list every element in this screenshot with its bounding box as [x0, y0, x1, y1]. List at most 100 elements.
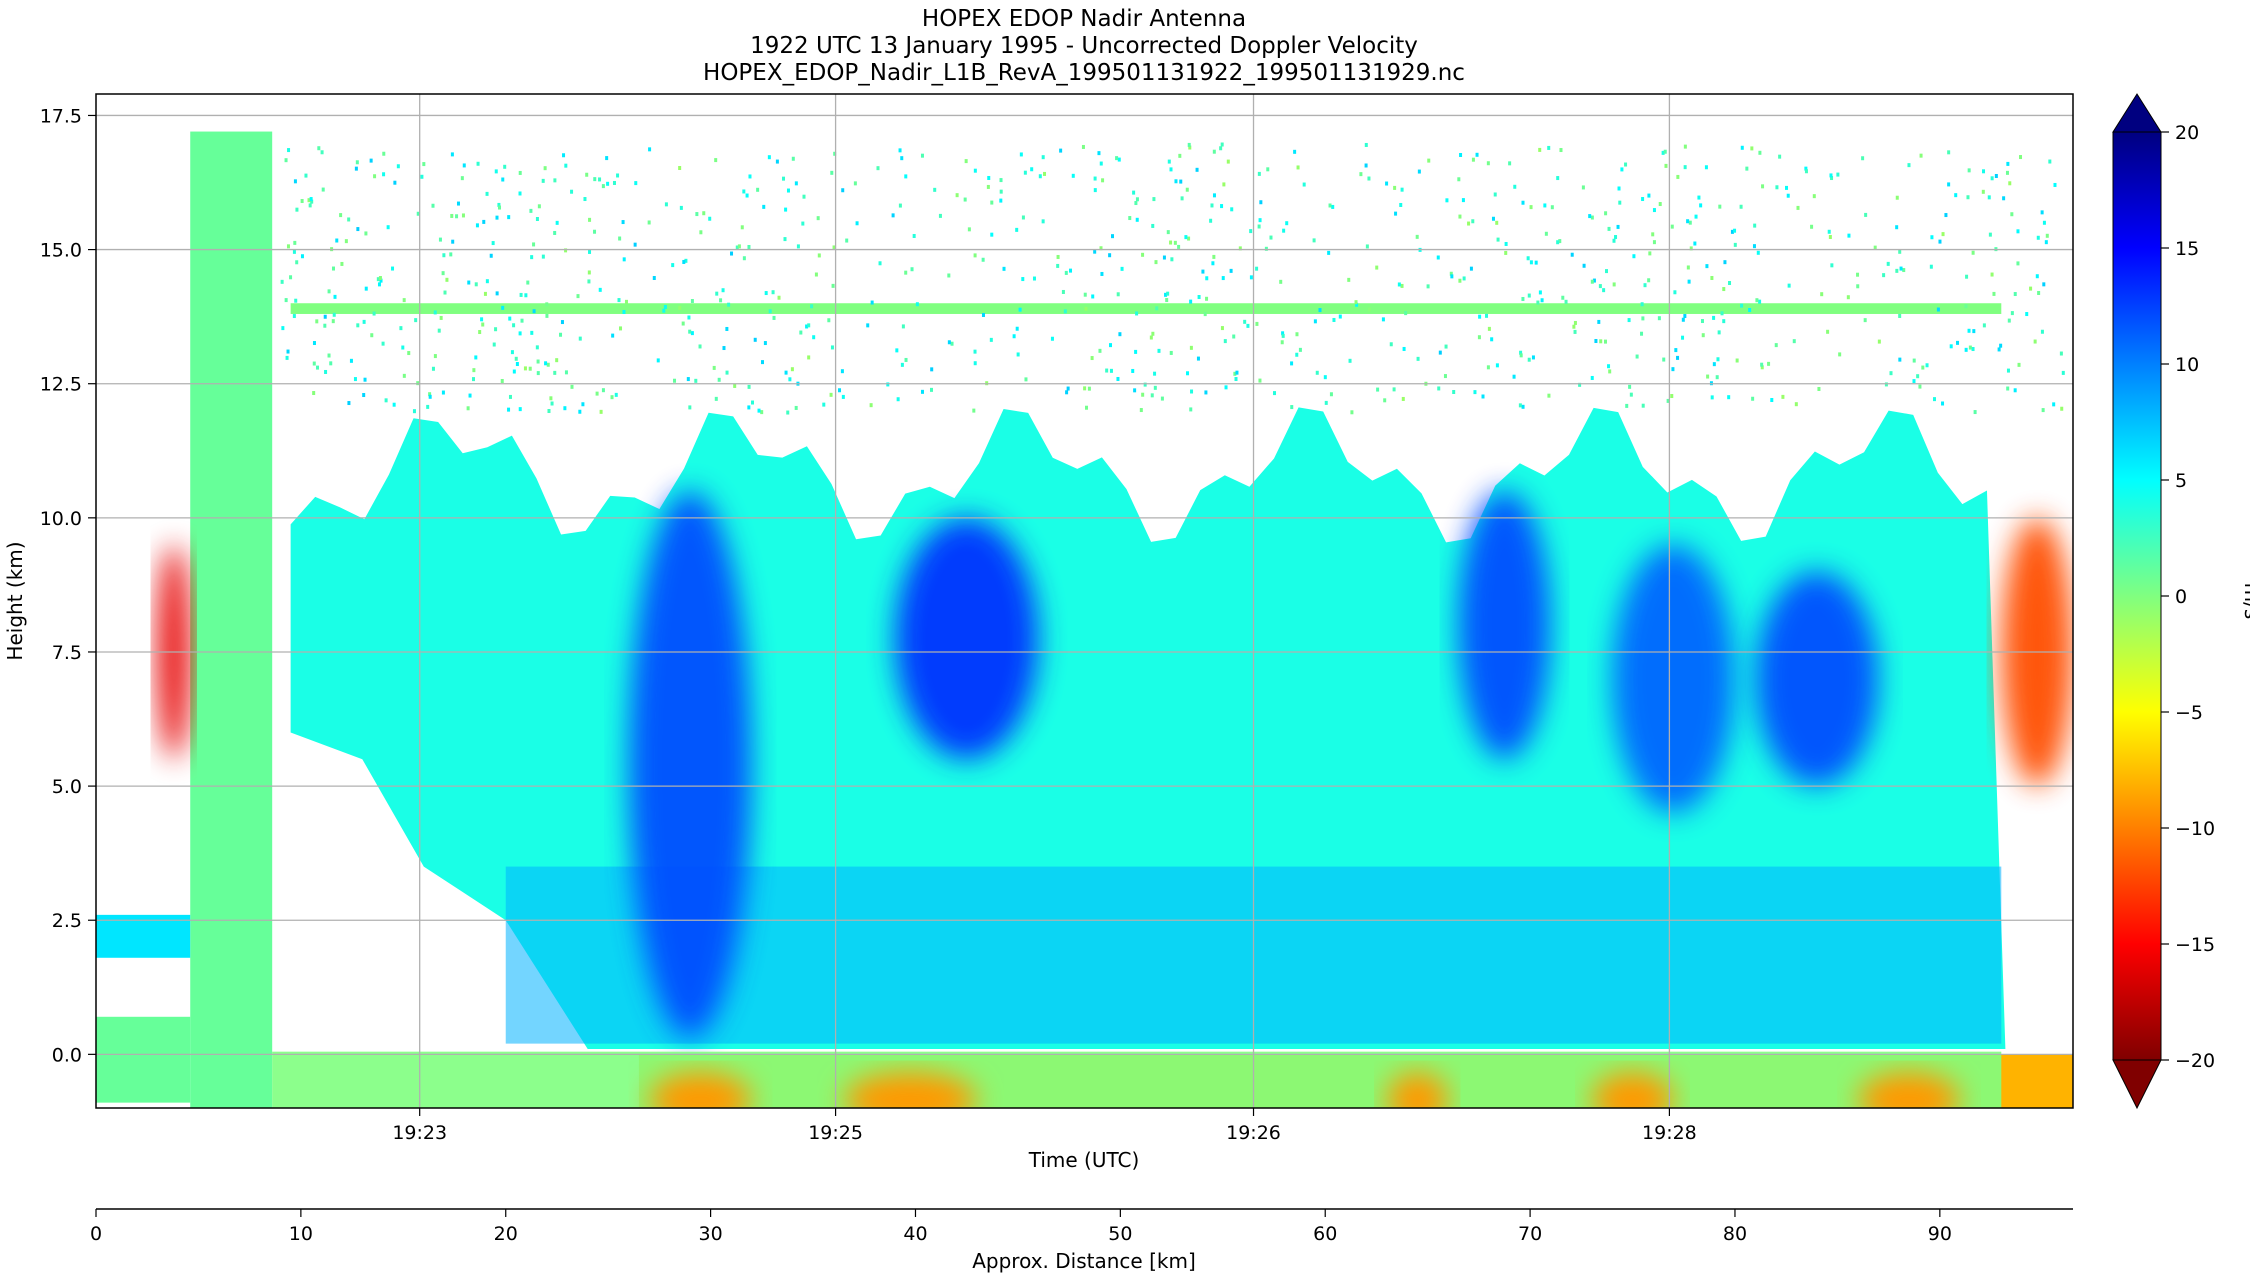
noise-pixel — [495, 215, 499, 220]
noise-pixel — [1864, 212, 1868, 217]
noise-pixel — [595, 391, 599, 396]
colorbar-tick-label: 10 — [2175, 354, 2199, 376]
noise-pixel — [2059, 351, 2063, 356]
noise-pixel — [681, 321, 685, 326]
noise-pixel — [1490, 337, 1494, 342]
noise-pixel — [1540, 298, 1544, 303]
noise-pixel — [377, 282, 381, 287]
noise-pixel — [1347, 277, 1351, 282]
noise-pixel — [1169, 240, 1173, 245]
noise-pixel — [545, 302, 549, 307]
noise-pixel — [1617, 186, 1621, 191]
colorbar-tick-label: 5 — [2175, 470, 2187, 492]
colorbar-tick-label: −10 — [2175, 818, 2215, 840]
noise-pixel — [624, 299, 628, 304]
noise-pixel — [1383, 398, 1387, 403]
noise-pixel — [1912, 358, 1916, 363]
noise-pixel — [1417, 169, 1421, 174]
noise-pixel — [1030, 167, 1034, 172]
noise-pixel — [895, 348, 899, 353]
noise-pixel — [1775, 185, 1779, 190]
noise-pixel — [439, 315, 443, 320]
x-time-tick-label: 19:28 — [1642, 1122, 1697, 1144]
noise-pixel — [1706, 374, 1710, 379]
noise-pixel — [324, 369, 328, 374]
noise-pixel — [901, 324, 905, 329]
noise-pixel — [1135, 217, 1139, 222]
noise-pixel — [1812, 194, 1816, 199]
noise-pixel — [2040, 210, 2044, 215]
noise-pixel — [986, 184, 990, 189]
noise-pixel — [740, 225, 744, 230]
noise-pixel — [699, 230, 703, 235]
noise-pixel — [742, 189, 746, 194]
noise-pixel — [295, 207, 299, 212]
noise-pixel — [1393, 185, 1397, 190]
noise-pixel — [1543, 203, 1547, 208]
noise-pixel — [437, 328, 441, 333]
noise-pixel — [349, 358, 353, 363]
noise-pixel — [1162, 255, 1166, 260]
noise-pixel — [536, 371, 540, 376]
noise-pixel — [920, 389, 924, 394]
noise-pixel — [312, 391, 316, 396]
noise-pixel — [1697, 195, 1701, 200]
noise-pixel — [616, 173, 620, 178]
noise-pixel — [578, 409, 582, 414]
noise-pixel — [450, 152, 454, 157]
noise-pixel — [1971, 347, 1975, 352]
noise-pixel — [1664, 163, 1668, 168]
noise-pixel — [1116, 376, 1120, 381]
noise-pixel — [981, 312, 985, 317]
noise-pixel — [541, 254, 545, 259]
noise-pixel — [790, 367, 794, 372]
noise-pixel — [1681, 317, 1685, 322]
noise-pixel — [1167, 159, 1171, 164]
noise-pixel — [1443, 374, 1447, 379]
noise-pixel — [1733, 228, 1737, 233]
noise-pixel — [1570, 252, 1574, 257]
noise-pixel — [530, 330, 534, 335]
noise-pixel — [1727, 395, 1731, 400]
noise-pixel — [721, 288, 725, 293]
noise-pixel — [1786, 193, 1790, 198]
noise-pixel — [339, 213, 343, 218]
noise-pixel — [1189, 345, 1193, 350]
noise-pixel — [1151, 331, 1155, 336]
noise-pixel — [1647, 278, 1651, 283]
noise-pixel — [384, 398, 388, 403]
noise-pixel — [456, 201, 460, 206]
noise-pixel — [747, 405, 751, 410]
noise-pixel — [1458, 214, 1462, 219]
noise-pixel — [1895, 268, 1899, 273]
noise-pixel — [1632, 254, 1636, 259]
noise-pixel — [438, 237, 442, 242]
downdraft-core-3 — [1458, 491, 1551, 760]
noise-pixel — [1461, 198, 1465, 203]
noise-pixel — [715, 291, 719, 296]
noise-pixel — [1607, 364, 1611, 369]
noise-pixel — [471, 377, 475, 382]
noise-pixel — [1635, 354, 1639, 359]
colorbar-min-extension — [2112, 1059, 2162, 1110]
noise-pixel — [1187, 236, 1191, 241]
noise-pixel — [1100, 271, 1104, 276]
noise-pixel — [433, 310, 437, 315]
noise-pixel — [560, 320, 564, 325]
noise-pixel — [1652, 208, 1656, 213]
noise-pixel — [1640, 331, 1644, 336]
noise-pixel — [356, 323, 360, 328]
noise-pixel — [1050, 336, 1054, 341]
noise-pixel — [1087, 386, 1091, 391]
noise-pixel — [1132, 190, 1136, 195]
noise-pixel — [964, 159, 968, 164]
noise-pixel — [1990, 272, 1994, 277]
noise-pixel — [1438, 350, 1442, 355]
noise-pixel — [1179, 179, 1183, 184]
noise-pixel — [695, 212, 699, 217]
noise-pixel — [1083, 292, 1087, 297]
noise-pixel — [1478, 314, 1482, 319]
noise-pixel — [1084, 306, 1088, 311]
noise-pixel — [989, 337, 993, 342]
noise-pixel — [1149, 335, 1153, 340]
